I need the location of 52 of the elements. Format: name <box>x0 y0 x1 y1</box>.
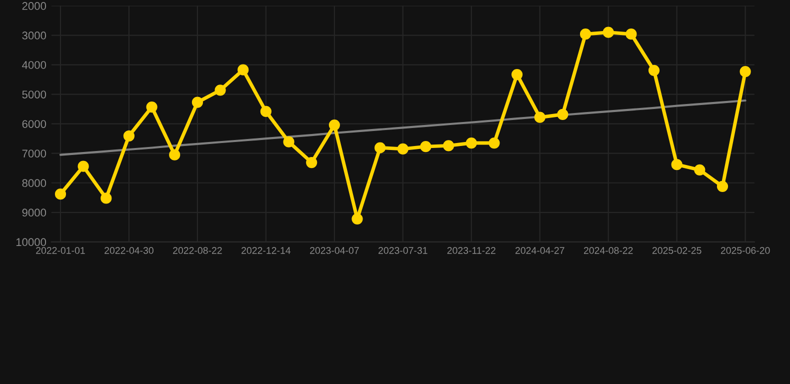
point <box>534 112 546 123</box>
point <box>169 149 180 160</box>
y-tick-label: 2000 <box>22 2 46 10</box>
point <box>260 106 272 117</box>
x-tick-label: 2022-12-14 <box>242 247 291 254</box>
y-tick-label: 6000 <box>22 120 46 128</box>
point <box>602 26 614 38</box>
point <box>78 160 89 172</box>
point <box>443 140 454 152</box>
x-tick-label: 2025-06-20 <box>720 247 770 254</box>
point <box>397 143 408 154</box>
point <box>306 156 318 168</box>
point <box>580 28 592 40</box>
x-tick-label: 2025-02-25 <box>652 247 702 254</box>
point <box>671 159 682 170</box>
y-tick-label: 10000 <box>16 238 46 246</box>
line-series <box>59 99 746 156</box>
point <box>283 136 294 148</box>
x-tick-label: 2023-07-31 <box>378 247 428 254</box>
point <box>488 137 500 149</box>
point <box>123 130 135 142</box>
point <box>374 142 386 154</box>
x-tick-label: 2024-04-27 <box>515 247 564 254</box>
point <box>626 28 637 40</box>
point <box>740 66 751 78</box>
point <box>54 188 66 200</box>
point <box>214 84 226 96</box>
point <box>100 192 112 204</box>
point <box>146 101 158 113</box>
point <box>557 108 568 120</box>
point <box>192 96 204 108</box>
x-tick-label: 2022-01-01 <box>36 247 85 254</box>
y-tick-label: 8000 <box>22 179 46 188</box>
x-tick-label: 2024-08-22 <box>584 247 633 254</box>
y-tick-label: 4000 <box>22 61 46 69</box>
x-tick-label: 2022-08-22 <box>173 247 222 254</box>
x-tick-label: 2023-04-07 <box>310 247 359 254</box>
x-tick-label: 2023-11-22 <box>447 247 496 254</box>
point <box>694 164 706 176</box>
point <box>420 141 432 152</box>
y-tick-label: 7000 <box>22 150 46 158</box>
point <box>466 137 477 149</box>
point <box>352 213 363 224</box>
x-tick-label: 2022-04-30 <box>104 247 154 254</box>
y-tick-label: 3000 <box>22 32 46 40</box>
point <box>511 68 523 80</box>
point <box>238 64 249 76</box>
y-tick-label: 5000 <box>22 90 46 98</box>
y-tick-label: 9000 <box>22 208 46 217</box>
point <box>328 119 340 131</box>
point <box>716 180 728 192</box>
point <box>648 64 660 76</box>
